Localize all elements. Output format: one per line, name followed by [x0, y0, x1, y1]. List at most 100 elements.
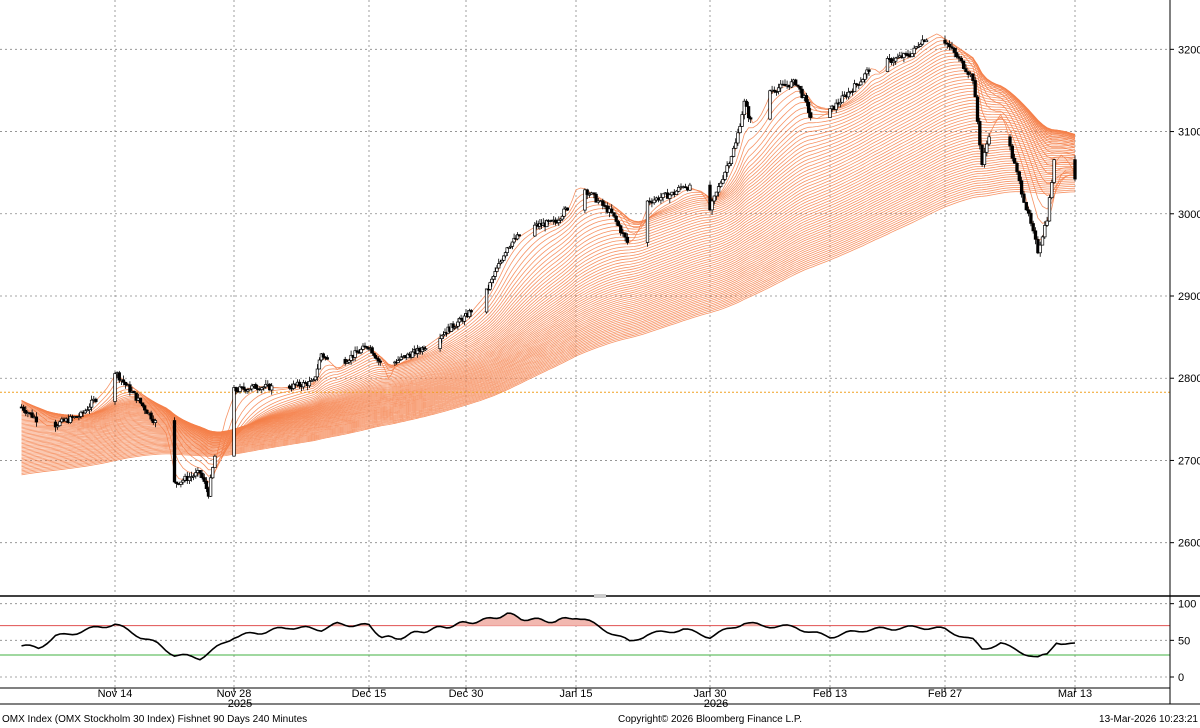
candle-body-265: [744, 100, 749, 107]
candle-body-231: [652, 199, 656, 204]
fishnet-line-122: [21, 148, 1076, 450]
fishnet-line-101: [21, 131, 1076, 441]
candle-body-352: [1017, 171, 1021, 182]
fishnet-line-17: [21, 49, 1076, 460]
candle-body-300: [852, 83, 857, 92]
candle-body-362: [1040, 236, 1045, 246]
fishnet-line-116: [21, 144, 1076, 447]
candle-body-167: [469, 310, 473, 313]
candle-body-170: [488, 282, 492, 290]
candle-body-49: [174, 481, 179, 484]
candle-body-359: [1033, 230, 1038, 240]
candle-body-346: [985, 143, 989, 153]
candle-body-37: [132, 391, 136, 394]
candle-body-212: [592, 192, 596, 195]
candle-body-318: [906, 53, 910, 57]
candle-body-235: [661, 193, 665, 198]
fishnet-line-98: [21, 128, 1076, 439]
candle-body-291: [834, 102, 838, 110]
candle-body-174: [495, 267, 499, 272]
candle-body-250: [712, 195, 716, 202]
fishnet-line-59: [21, 90, 1076, 434]
candle-body-107: [325, 357, 329, 360]
candle-body-1: [21, 406, 26, 411]
year-label-0: 2025: [228, 698, 252, 710]
candle-body-254: [721, 179, 725, 184]
footer-timestamp: 13-Mar-2026 10:23:21: [1099, 714, 1198, 725]
candlesticks: [19, 35, 1077, 499]
candle-body-272: [776, 87, 781, 92]
candle-body-47: [153, 420, 158, 423]
candle-body-77: [250, 385, 254, 390]
fishnet-line-143: [21, 165, 1076, 459]
candle-body-228: [645, 200, 650, 243]
fishnet-moving-averages: [21, 33, 1076, 490]
fishnet-line-77: [21, 108, 1076, 433]
candle-body-127: [378, 360, 382, 363]
fishnet-line-89: [21, 120, 1076, 435]
fishnet-line-74: [21, 105, 1076, 433]
candle-body-209: [585, 189, 589, 195]
candle-body-76: [248, 388, 252, 391]
fishnet-line-128: [21, 153, 1076, 453]
candle-body-263: [740, 114, 744, 127]
candle-body-242: [677, 187, 681, 192]
rsi-overbought-fill: [115, 613, 792, 626]
fishnet-line-173: [21, 186, 1076, 473]
y-tick-label-6: 3200: [1178, 44, 1200, 56]
candle-body-147: [423, 348, 428, 351]
candle-body-270: [772, 89, 776, 92]
fishnet-line-8: [21, 40, 1076, 477]
candle-body-268: [768, 90, 772, 120]
candle-body-310: [889, 58, 894, 63]
candle-body-351: [1015, 162, 1019, 173]
candle-body-119: [365, 346, 369, 349]
candle-body-307: [867, 69, 871, 72]
fishnet-line-113: [21, 141, 1076, 446]
candle-body-349: [1010, 145, 1014, 159]
fishnet-line-11: [21, 43, 1076, 471]
candle-body-168: [484, 288, 489, 313]
fishnet-line-14: [21, 46, 1076, 465]
fishnet-line-176: [21, 189, 1076, 474]
candle-body-221: [612, 212, 616, 217]
fishnet-line-95: [21, 126, 1076, 438]
candle-body-353: [1019, 180, 1024, 195]
candle-body-187: [517, 234, 521, 237]
candle-body-19: [77, 416, 81, 418]
candle-body-266: [746, 106, 751, 119]
candle-body-179: [503, 252, 508, 257]
rsi-panel: [0, 612, 1170, 661]
x-tick-label-0: Nov 14: [98, 688, 133, 700]
candle-body-220: [610, 208, 614, 213]
candle-body-331: [950, 46, 954, 49]
candle-body-27: [94, 398, 98, 402]
candle-body-224: [619, 225, 623, 233]
candle-body-52: [181, 479, 185, 483]
candle-body-348: [1008, 136, 1012, 147]
candle-body-321: [912, 47, 916, 54]
candle-body-110: [347, 360, 351, 363]
candle-body-308: [885, 58, 890, 72]
x-tick-label-4: Jan 15: [559, 688, 592, 700]
candle-body-355: [1024, 202, 1028, 211]
candle-body-84: [264, 384, 268, 388]
candle-body-365: [1047, 197, 1052, 222]
candle-body-358: [1031, 223, 1035, 232]
candle-body-30: [117, 372, 121, 381]
candle-body-109: [345, 361, 349, 364]
candle-body-312: [894, 57, 898, 62]
candle-body-9: [55, 425, 60, 428]
candle-body-223: [616, 221, 621, 227]
fishnet-line-131: [21, 155, 1076, 454]
candle-body-366: [1050, 182, 1054, 199]
candle-body-207: [565, 207, 570, 211]
candle-body-252: [716, 186, 721, 193]
candle-body-122: [370, 347, 374, 354]
candle-body-320: [910, 53, 914, 57]
candle-body-282: [798, 85, 802, 90]
candle-body-313: [896, 56, 900, 59]
fishnet-line-155: [21, 174, 1075, 465]
candle-body-337: [964, 68, 968, 73]
fishnet-line-170: [21, 184, 1076, 472]
